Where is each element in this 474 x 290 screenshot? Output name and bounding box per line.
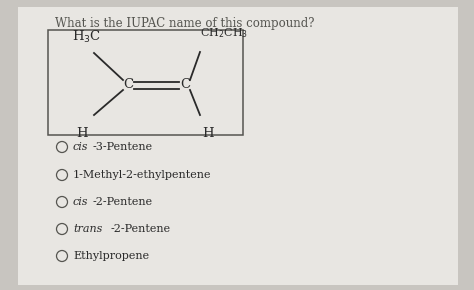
Text: cis: cis bbox=[73, 142, 89, 152]
Text: CH$_2$CH$_3$: CH$_2$CH$_3$ bbox=[200, 26, 248, 40]
FancyBboxPatch shape bbox=[18, 7, 458, 285]
Bar bbox=[48, 30, 243, 135]
Text: Ethylpropene: Ethylpropene bbox=[73, 251, 149, 261]
Text: C: C bbox=[180, 79, 190, 92]
Text: -3-Pentene: -3-Pentene bbox=[93, 142, 153, 152]
Text: H: H bbox=[76, 127, 88, 140]
Text: -2-Pentene: -2-Pentene bbox=[93, 197, 153, 207]
Text: cis: cis bbox=[73, 197, 89, 207]
Text: H$_3$C: H$_3$C bbox=[72, 29, 101, 45]
Text: C: C bbox=[123, 79, 133, 92]
Text: H: H bbox=[202, 127, 214, 140]
Text: -2-Pentene: -2-Pentene bbox=[111, 224, 171, 234]
Text: 1-Methyl-2-ethylpentene: 1-Methyl-2-ethylpentene bbox=[73, 170, 211, 180]
Text: What is the IUPAC name of this compound?: What is the IUPAC name of this compound? bbox=[55, 17, 315, 30]
Text: trans: trans bbox=[73, 224, 102, 234]
